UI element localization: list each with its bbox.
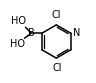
Text: Cl: Cl <box>52 10 61 20</box>
Text: HO: HO <box>11 17 26 26</box>
Text: N: N <box>73 28 80 38</box>
Text: HO: HO <box>10 39 25 49</box>
Text: B: B <box>28 28 34 38</box>
Text: Cl: Cl <box>52 63 62 73</box>
